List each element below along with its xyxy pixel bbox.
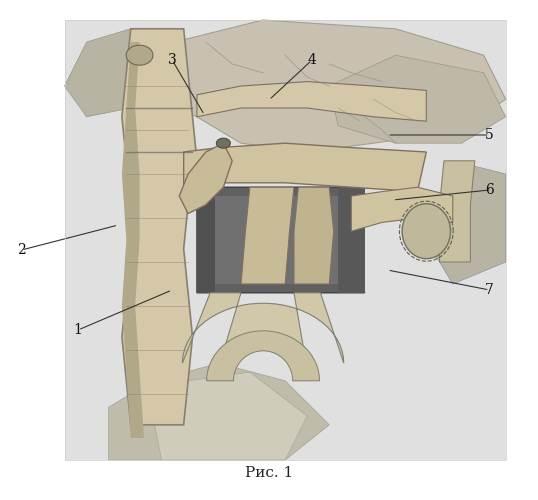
- Polygon shape: [241, 187, 294, 284]
- Polygon shape: [440, 161, 475, 262]
- Text: 1: 1: [74, 323, 82, 337]
- Polygon shape: [402, 204, 450, 258]
- Polygon shape: [153, 20, 506, 152]
- Text: Рис. 1: Рис. 1: [245, 466, 293, 480]
- Polygon shape: [351, 187, 453, 231]
- Polygon shape: [126, 45, 153, 65]
- Polygon shape: [122, 29, 197, 425]
- Polygon shape: [206, 196, 351, 284]
- Polygon shape: [329, 55, 506, 143]
- Text: 2: 2: [17, 243, 26, 257]
- Polygon shape: [197, 187, 365, 293]
- Polygon shape: [338, 187, 365, 293]
- Polygon shape: [183, 143, 426, 192]
- Polygon shape: [65, 29, 144, 117]
- Polygon shape: [153, 372, 307, 460]
- Polygon shape: [109, 363, 329, 460]
- Polygon shape: [426, 161, 506, 284]
- Polygon shape: [197, 187, 215, 293]
- Text: 5: 5: [485, 128, 494, 142]
- Text: 7: 7: [485, 283, 494, 297]
- Polygon shape: [179, 143, 232, 214]
- Polygon shape: [294, 187, 334, 284]
- FancyBboxPatch shape: [65, 20, 506, 460]
- Polygon shape: [122, 42, 144, 438]
- Text: 6: 6: [485, 183, 494, 197]
- Text: 4: 4: [308, 53, 316, 67]
- Text: 3: 3: [168, 53, 176, 67]
- Polygon shape: [207, 331, 320, 381]
- Polygon shape: [182, 293, 344, 363]
- Polygon shape: [197, 82, 426, 121]
- Polygon shape: [216, 138, 230, 148]
